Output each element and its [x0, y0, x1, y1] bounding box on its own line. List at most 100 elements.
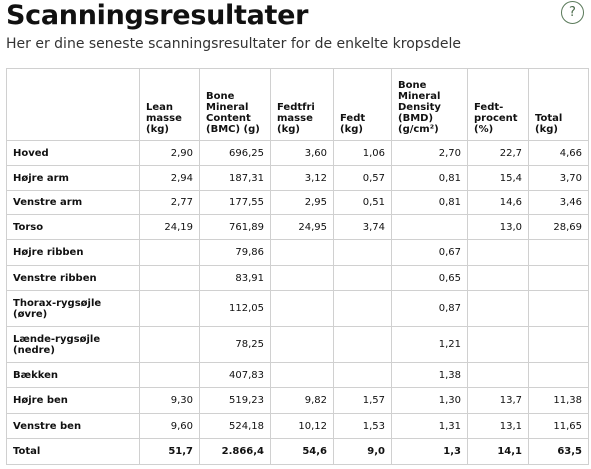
cell: 51,7	[139, 438, 200, 465]
cell: 9,0	[333, 438, 392, 465]
cell: 1,57	[333, 387, 392, 414]
cell: 3,12	[270, 165, 334, 191]
cell: 63,5	[528, 438, 589, 465]
cell: 79,86	[199, 239, 271, 266]
cell	[391, 214, 468, 240]
cell: 112,05	[199, 290, 271, 327]
cell	[139, 326, 200, 363]
cell	[333, 290, 392, 327]
cell: 177,55	[199, 190, 271, 215]
cell: 13,0	[467, 214, 529, 240]
column-header: Bone Mineral Content (BMC) (g)	[199, 68, 271, 141]
cell: 3,70	[528, 165, 589, 191]
cell: 0,57	[333, 165, 392, 191]
cell	[467, 239, 529, 266]
header-cell	[6, 68, 140, 141]
cell: 1,06	[333, 140, 392, 166]
cell: 3,60	[270, 140, 334, 166]
cell	[333, 326, 392, 363]
column-header: Total (kg)	[528, 68, 589, 141]
cell: 1,31	[391, 413, 468, 439]
row: Venstre ribben 83,91 0,65	[6, 265, 589, 291]
row: Højre arm 2,94 187,31 3,12 0,57 0,81 15,4 3,70	[6, 165, 589, 191]
cell: 28,69	[528, 214, 589, 240]
cell: 3,74	[333, 214, 392, 240]
row-label: Højre ribben	[6, 239, 140, 266]
cell: 9,30	[139, 387, 200, 414]
column-header: Fedt- procent (%)	[467, 68, 529, 141]
row-label: Lænde-rygsøjle (nedre)	[6, 326, 140, 363]
column-header: Fedtfri masse (kg)	[270, 68, 334, 141]
cell: 2,70	[391, 140, 468, 166]
cell: 0,51	[333, 190, 392, 215]
cell: 1,53	[333, 413, 392, 439]
cell: 11,65	[528, 413, 589, 439]
cell	[139, 265, 200, 291]
cell: 78,25	[199, 326, 271, 363]
cell: 15,4	[467, 165, 529, 191]
cell: 14,1	[467, 438, 529, 465]
cell	[528, 239, 589, 266]
column-header: Bone Mineral Density (BMD) (g/cm²)	[391, 68, 468, 141]
row: Venstre ben 9,60 524,18 10,12 1,53 1,31 13,1 11…	[6, 413, 589, 439]
cell	[333, 362, 392, 388]
cell	[528, 290, 589, 327]
cell: 2,77	[139, 190, 200, 215]
row: Venstre arm 2,77 177,55 2,95 0,51 0,81 14,6 3,4…	[6, 190, 589, 215]
help-button[interactable]: ?	[561, 1, 584, 24]
cell: 2,95	[270, 190, 334, 215]
cell: 22,7	[467, 140, 529, 166]
row-label: Torso	[6, 214, 140, 240]
row: Lænde-rygsøjle (nedre) 78,25 1,21	[6, 326, 589, 363]
row-label: Venstre ben	[6, 413, 140, 439]
cell: 1,21	[391, 326, 468, 363]
cell: 187,31	[199, 165, 271, 191]
cell: 13,7	[467, 387, 529, 414]
row-label: Thorax-rygsøjle (øvre)	[6, 290, 140, 327]
cell	[270, 290, 334, 327]
cell: 3,46	[528, 190, 589, 215]
column-header: Lean masse (kg)	[139, 68, 200, 141]
cell	[139, 362, 200, 388]
cell: 407,83	[199, 362, 271, 388]
cell	[270, 265, 334, 291]
cell	[528, 265, 589, 291]
title: Scanningsresultater	[6, 0, 309, 31]
cell	[467, 265, 529, 291]
row-label: Bækken	[6, 362, 140, 388]
cell	[467, 290, 529, 327]
cell: 524,18	[199, 413, 271, 439]
cell: 9,60	[139, 413, 200, 439]
cell: 13,1	[467, 413, 529, 439]
row-label: Venstre ribben	[6, 265, 140, 291]
cell: 14,6	[467, 190, 529, 215]
cell: 4,66	[528, 140, 589, 166]
cell: 2.866,4	[199, 438, 271, 465]
row-label: Højre arm	[6, 165, 140, 191]
cell	[528, 362, 589, 388]
row: Torso 24,19 761,89 24,95 3,74 13,0 28,69	[6, 214, 589, 240]
cell: 2,94	[139, 165, 200, 191]
cell: 0,87	[391, 290, 468, 327]
row: Højre ribben 79,86 0,67	[6, 239, 589, 266]
row-label: Hoved	[6, 140, 140, 166]
cell	[333, 265, 392, 291]
row: Højre ben 9,30 519,23 9,82 1,57 1,30 13,7 11,38	[6, 387, 589, 414]
cell	[139, 290, 200, 327]
cell	[270, 326, 334, 363]
cell: 0,65	[391, 265, 468, 291]
total-row: Total 51,7 2.866,4 54,6 9,0 1,3 14,1 63,5	[6, 438, 589, 465]
cell	[528, 326, 589, 363]
cell	[467, 362, 529, 388]
row-label: Total	[6, 438, 140, 465]
cell	[467, 326, 529, 363]
cell: 24,95	[270, 214, 334, 240]
row: Bækken 407,83 1,38	[6, 362, 589, 388]
cell: 696,25	[199, 140, 271, 166]
cell: 24,19	[139, 214, 200, 240]
row: Thorax-rygsøjle (øvre) 112,05 0,87	[6, 290, 589, 327]
cell	[333, 239, 392, 266]
cell: 1,38	[391, 362, 468, 388]
cell: 83,91	[199, 265, 271, 291]
